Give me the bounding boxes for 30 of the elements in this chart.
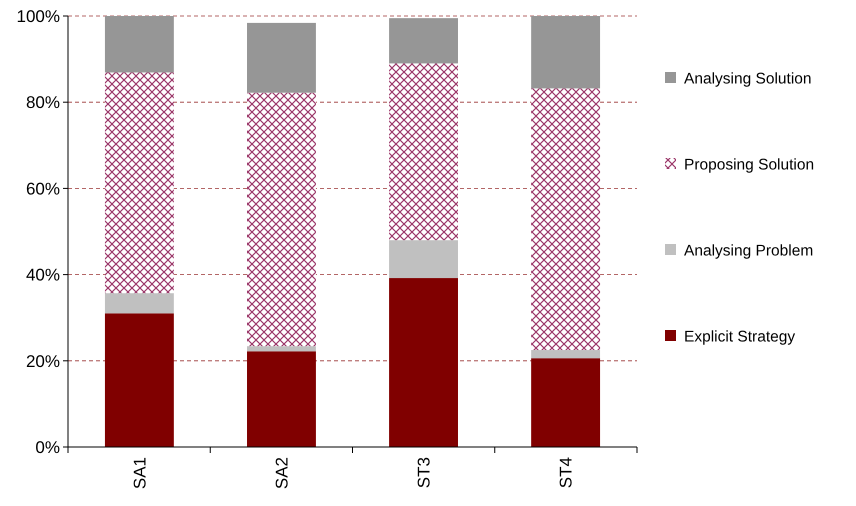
bar: [389, 240, 458, 278]
bar: [104, 16, 174, 72]
bar: [389, 278, 458, 447]
bar: [247, 346, 316, 352]
bar: [104, 313, 174, 447]
y-tick-label: 40%: [26, 266, 60, 285]
bar: [104, 72, 174, 294]
bar: [104, 293, 174, 314]
bar: [531, 88, 600, 350]
bar: [247, 22, 316, 93]
y-tick-label: 20%: [26, 352, 60, 371]
bar: [389, 63, 458, 240]
bar: [531, 350, 600, 358]
y-tick-label: 0%: [35, 438, 60, 457]
legend-label: Proposing Solution: [684, 156, 814, 174]
bar: [389, 18, 458, 64]
bar: [531, 358, 600, 447]
x-tick-label: SA1: [130, 457, 150, 490]
bar: [247, 351, 316, 447]
y-tick-label: 80%: [26, 93, 60, 112]
x-tick-label: ST4: [556, 457, 576, 488]
y-tick-label: 100%: [16, 6, 60, 26]
legend-label: Explicit Strategy: [684, 328, 796, 346]
y-tick-label: 60%: [26, 179, 60, 198]
legend-label: Analysing Solution: [684, 70, 812, 88]
x-tick-label: ST3: [414, 457, 434, 488]
bar: [247, 92, 316, 346]
legend-label: Analysing Problem: [684, 242, 814, 260]
bar: [531, 16, 600, 88]
x-tick-label: SA2: [272, 457, 292, 490]
